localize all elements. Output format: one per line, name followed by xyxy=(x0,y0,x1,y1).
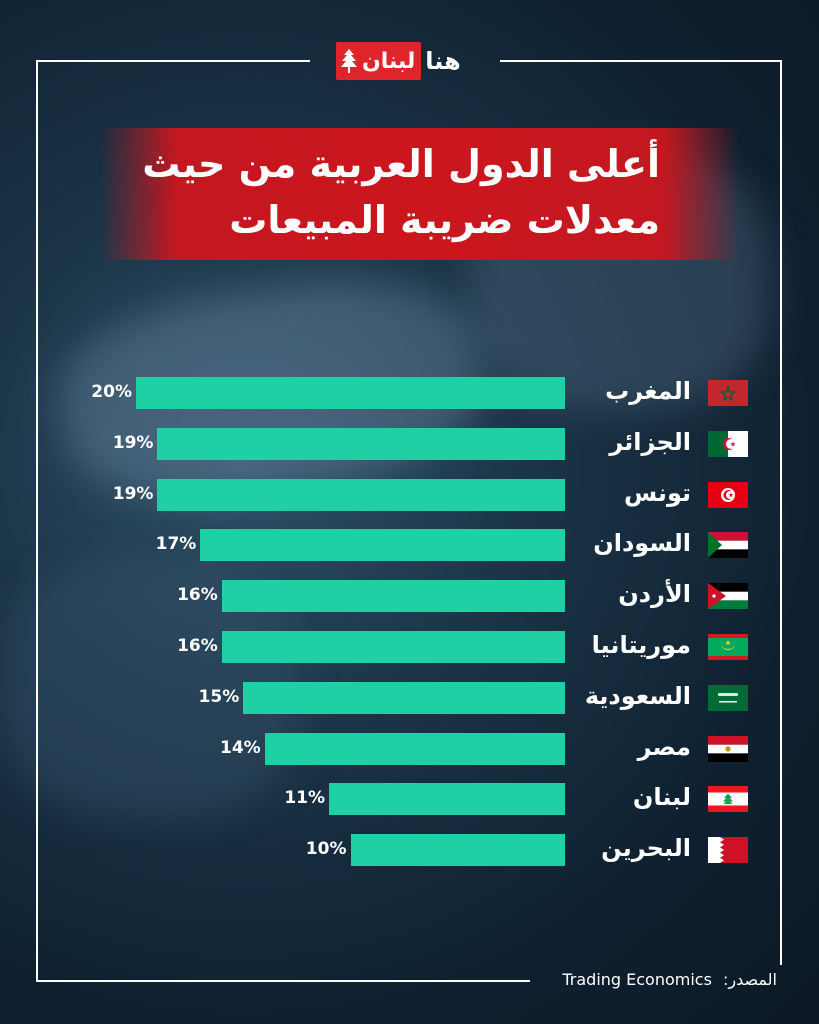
frame-right xyxy=(780,60,782,965)
category-label: موريتانيا xyxy=(591,631,691,659)
egypt-flag-icon xyxy=(708,735,748,762)
bar xyxy=(157,478,565,511)
bar-value-label: 16% xyxy=(177,585,218,606)
chart-row: 19% الجزائر xyxy=(0,427,819,461)
bar-value-label: 10% xyxy=(305,839,347,860)
chart-row: 16% موريتانيا xyxy=(0,630,819,664)
cedar-icon xyxy=(341,49,357,73)
morocco-flag-icon xyxy=(708,380,748,406)
bar-value-label: 11% xyxy=(284,788,326,809)
frame-bottom xyxy=(36,980,530,982)
chart-row: 17% السودان xyxy=(0,528,819,562)
source-label: المصدر: xyxy=(723,970,777,989)
category-label: لبنان xyxy=(632,783,691,812)
jordan-flag-icon xyxy=(708,583,748,610)
chart-title-line1: أعلى الدول العربية من حيث xyxy=(142,142,660,186)
bahrain-flag-icon xyxy=(708,837,748,864)
category-label: المغرب xyxy=(605,377,691,405)
bar-value-label: 14% xyxy=(219,737,261,758)
bar-value-label: 16% xyxy=(177,636,218,656)
brand-logo: لبنان هنا xyxy=(336,40,461,82)
lebanon-flag-icon xyxy=(708,786,748,813)
bar xyxy=(329,783,565,816)
category-label: الأردن xyxy=(618,580,691,609)
chart-row: 20% المغرب xyxy=(0,376,819,410)
sudan-flag-icon xyxy=(708,532,748,559)
bar-value-label: 15% xyxy=(198,686,240,707)
category-label: السودان xyxy=(593,529,691,558)
bar xyxy=(136,377,565,409)
frame-left xyxy=(36,60,38,982)
mauritania-flag-icon xyxy=(708,634,748,660)
chart-row: 10% البحرين xyxy=(0,833,819,867)
bar-value-label: 20% xyxy=(91,382,132,402)
bar xyxy=(221,580,565,613)
bar xyxy=(221,631,565,663)
chart-row: 11% لبنان xyxy=(0,782,819,816)
source-value: Trading Economics xyxy=(562,970,712,989)
chart-row: 19% تونس xyxy=(0,478,819,512)
category-label: الجزائر xyxy=(609,427,691,456)
bar-value-label: 17% xyxy=(155,534,197,555)
category-label: البحرين xyxy=(601,834,691,863)
tunisia-flag-icon xyxy=(708,481,748,508)
logo-text-here: هنا xyxy=(425,47,461,75)
frame-top-right xyxy=(500,60,782,62)
bar xyxy=(350,834,565,867)
category-label: تونس xyxy=(624,478,691,507)
chart-row: 14% مصر xyxy=(0,732,819,766)
logo-red-block: لبنان xyxy=(336,42,422,80)
bar xyxy=(157,427,565,460)
title-banner: أعلى الدول العربية من حيث معدلات ضريبة ا… xyxy=(100,128,740,260)
category-label: مصر xyxy=(637,732,691,761)
bar-value-label: 19% xyxy=(112,432,154,453)
category-label: السعودية xyxy=(584,681,691,710)
saudi-flag-icon xyxy=(708,684,748,711)
logo-text-lebanon: لبنان xyxy=(362,48,416,74)
bar xyxy=(200,529,565,562)
bar-value-label: 19% xyxy=(112,483,154,504)
source-line: Trading Economics المصدر: xyxy=(562,970,777,989)
frame-top-left xyxy=(36,60,310,62)
chart-row: 15% السعودية xyxy=(0,681,819,715)
chart-title-line2: معدلات ضريبة المبيعات xyxy=(229,198,660,242)
bar xyxy=(243,681,565,714)
bar xyxy=(264,732,565,765)
chart-row: 16% الأردن xyxy=(0,579,819,613)
algeria-flag-icon xyxy=(708,430,748,457)
